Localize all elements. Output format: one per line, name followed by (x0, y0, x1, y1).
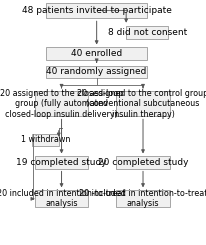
FancyBboxPatch shape (46, 66, 147, 78)
Text: 1 withdrawn: 1 withdrawn (21, 135, 70, 144)
Text: 20 completed study: 20 completed study (98, 158, 188, 167)
Text: 48 patients invited to participate: 48 patients invited to participate (22, 6, 172, 15)
FancyBboxPatch shape (116, 91, 170, 116)
FancyBboxPatch shape (116, 190, 170, 207)
FancyBboxPatch shape (35, 91, 88, 116)
Text: 20 assigned to the control group
(conventional subcutaneous
insulin therapy): 20 assigned to the control group (conven… (77, 89, 206, 119)
FancyBboxPatch shape (35, 190, 88, 207)
Text: 40 enrolled: 40 enrolled (71, 49, 122, 58)
FancyBboxPatch shape (35, 156, 88, 169)
FancyBboxPatch shape (126, 26, 168, 39)
FancyBboxPatch shape (46, 48, 147, 60)
Text: 40 randomly assigned: 40 randomly assigned (47, 67, 147, 76)
Text: 8 did not consent: 8 did not consent (108, 28, 187, 37)
FancyBboxPatch shape (32, 134, 59, 146)
Text: 20 included in intention-to-treat
analysis: 20 included in intention-to-treat analys… (0, 189, 126, 208)
FancyBboxPatch shape (116, 156, 170, 169)
Text: 20 assigned to the closed-loop
group (fully automated
closed-loop insulin delive: 20 assigned to the closed-loop group (fu… (0, 89, 123, 119)
FancyBboxPatch shape (46, 3, 147, 18)
Text: 19 completed study: 19 completed study (16, 158, 107, 167)
Text: 20 included in intention-to-treat
analysis: 20 included in intention-to-treat analys… (79, 189, 206, 208)
